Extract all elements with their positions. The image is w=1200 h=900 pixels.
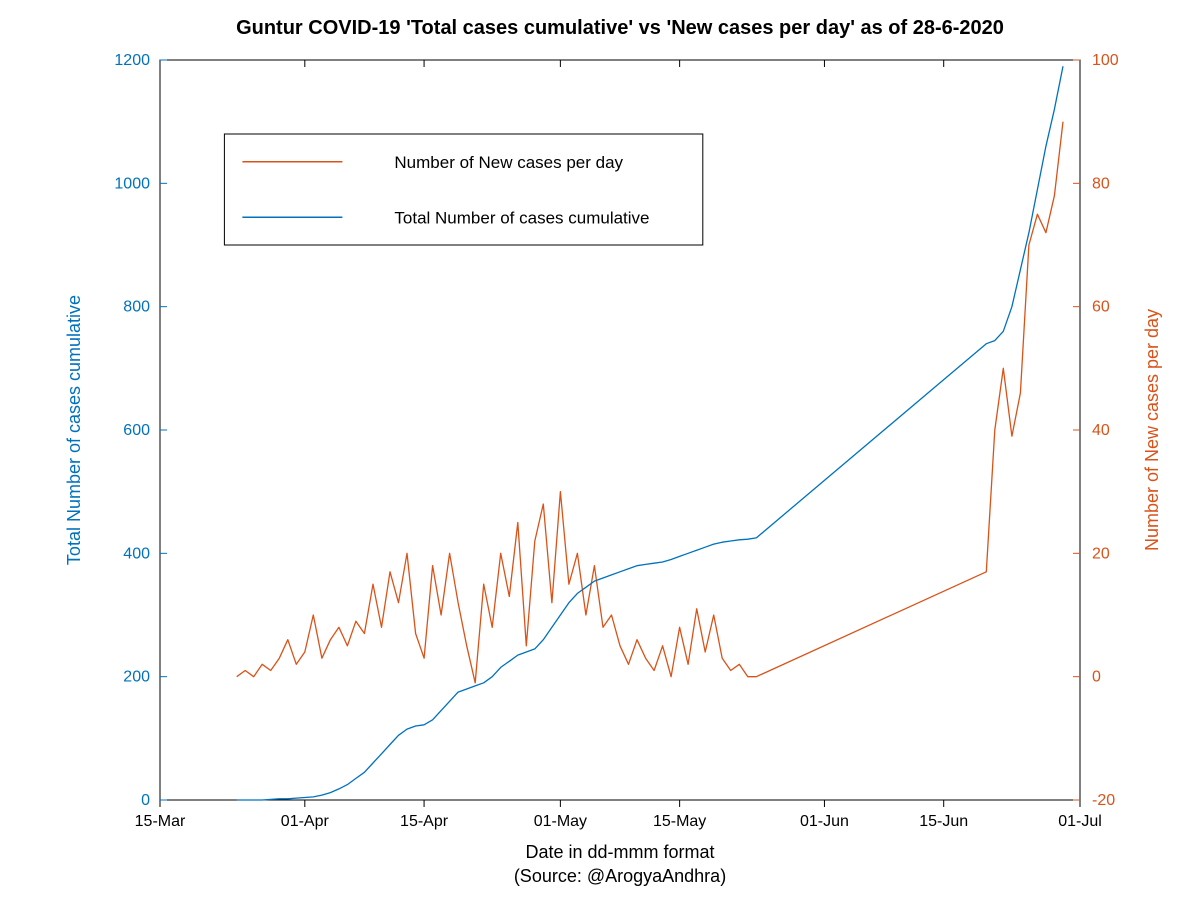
y-right-tick-label: -20	[1092, 792, 1115, 809]
y-right-tick-label: 60	[1092, 299, 1110, 316]
y-right-tick-label: 40	[1092, 422, 1110, 439]
y-right-tick-label: 80	[1092, 175, 1110, 192]
x-tick-label: 01-May	[534, 813, 587, 830]
y-left-tick-label: 0	[141, 792, 150, 809]
legend-label: Number of New cases per day	[394, 153, 623, 172]
y-right-tick-label: 0	[1092, 669, 1101, 686]
y-left-axis-label: Total Number of cases cumulative	[64, 295, 84, 565]
y-left-tick-label: 400	[123, 545, 150, 562]
y-left-tick-label: 600	[123, 422, 150, 439]
chart-container: Guntur COVID-19 'Total cases cumulative'…	[0, 0, 1200, 900]
y-left-tick-label: 1200	[114, 52, 150, 69]
legend-box	[224, 134, 702, 245]
x-tick-label: 01-Jul	[1058, 813, 1102, 830]
y-right-tick-label: 100	[1092, 52, 1119, 69]
x-axis-label: Date in dd-mmm format	[525, 842, 714, 862]
y-left-tick-label: 800	[123, 299, 150, 316]
y-left-tick-label: 1000	[114, 175, 150, 192]
x-tick-label: 01-Jun	[800, 813, 849, 830]
chart-title: Guntur COVID-19 'Total cases cumulative'…	[236, 17, 1004, 39]
x-tick-label: 01-Apr	[281, 813, 330, 830]
y-right-tick-label: 20	[1092, 545, 1110, 562]
x-tick-label: 15-Jun	[919, 813, 968, 830]
x-tick-label: 15-Mar	[135, 813, 186, 830]
y-left-tick-label: 200	[123, 669, 150, 686]
legend-label: Total Number of cases cumulative	[394, 208, 649, 227]
dual-axis-line-chart: Guntur COVID-19 'Total cases cumulative'…	[0, 0, 1200, 900]
y-right-axis-label: Number of New cases per day	[1142, 309, 1162, 551]
x-axis-sublabel: (Source: @ArogyaAndhra)	[514, 866, 726, 886]
x-tick-label: 15-May	[653, 813, 706, 830]
x-tick-label: 15-Apr	[400, 813, 449, 830]
